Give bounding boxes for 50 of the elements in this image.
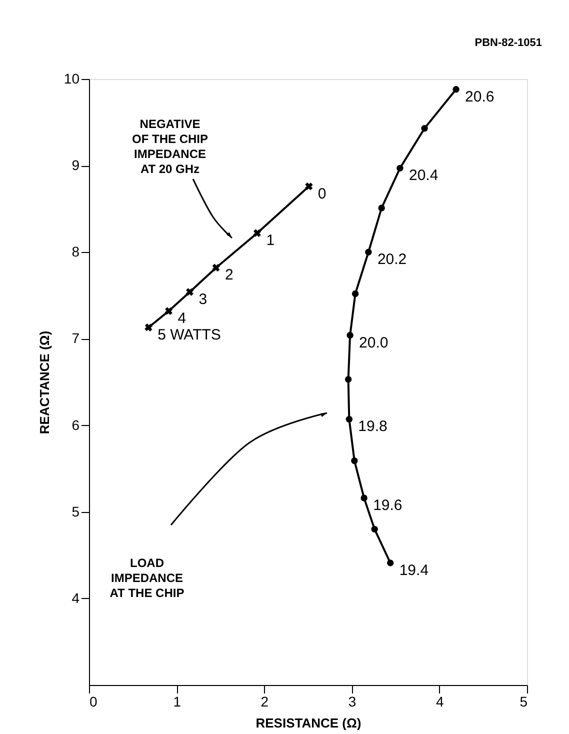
point [212, 264, 220, 272]
point [396, 164, 404, 172]
point [346, 332, 354, 339]
point [360, 494, 368, 502]
point [304, 182, 313, 190]
point [452, 86, 460, 93]
x-tick-label: 4 [436, 694, 444, 710]
annotation: 20.6 [465, 88, 494, 106]
y-tick-label: 8 [72, 244, 80, 260]
annotation: 19.6 [373, 497, 402, 514]
annotation: 20.4 [408, 167, 438, 184]
point [421, 125, 428, 132]
x-axis-title: RESISTANCE (Ω) [256, 716, 362, 730]
annotation: 5 WATTS [158, 326, 221, 344]
point [253, 229, 262, 238]
y-tick-label: 10 [64, 70, 80, 86]
x-tick-label: 0 [90, 694, 98, 710]
point [186, 288, 194, 296]
annotation: 1 [266, 232, 275, 250]
annotation: 19.4 [399, 562, 429, 579]
annotation: 3 [198, 290, 208, 308]
x-tick-label: 1 [173, 694, 182, 710]
x-tick-label: 3 [348, 694, 356, 710]
annotation: 2 [225, 266, 234, 284]
annotation: LOAD IMPEDANCE AT THE CHIP [110, 556, 184, 600]
annotation: 4 [178, 310, 186, 328]
point [344, 376, 352, 383]
point [351, 457, 358, 464]
y-tick-label: 4 [72, 590, 80, 606]
annotation: NEGATIVE OF THE CHIP IMPEDANCE AT 20 GHz [132, 117, 208, 176]
y-tick-label: 5 [72, 503, 80, 520]
y-tick-label: 7 [72, 330, 80, 346]
annotation: 19.8 [358, 418, 388, 436]
y-tick-label: 9 [72, 157, 80, 174]
point [371, 526, 378, 533]
point [144, 323, 153, 332]
point [378, 204, 385, 212]
y-tick-label: 6 [72, 416, 80, 433]
annotation: 0 [318, 185, 326, 202]
annotation: 20.2 [377, 251, 407, 268]
text: PBN-82-1051 [474, 37, 542, 49]
point [346, 416, 353, 423]
point [386, 560, 394, 566]
point [365, 248, 372, 256]
x-tick-label: 2 [260, 694, 269, 710]
annotation: 20.0 [359, 334, 388, 352]
x-tick-label: 5 [520, 694, 528, 710]
y-axis-title: REACTANCE (Ω) [36, 330, 52, 434]
point [352, 290, 359, 298]
point [164, 307, 173, 315]
